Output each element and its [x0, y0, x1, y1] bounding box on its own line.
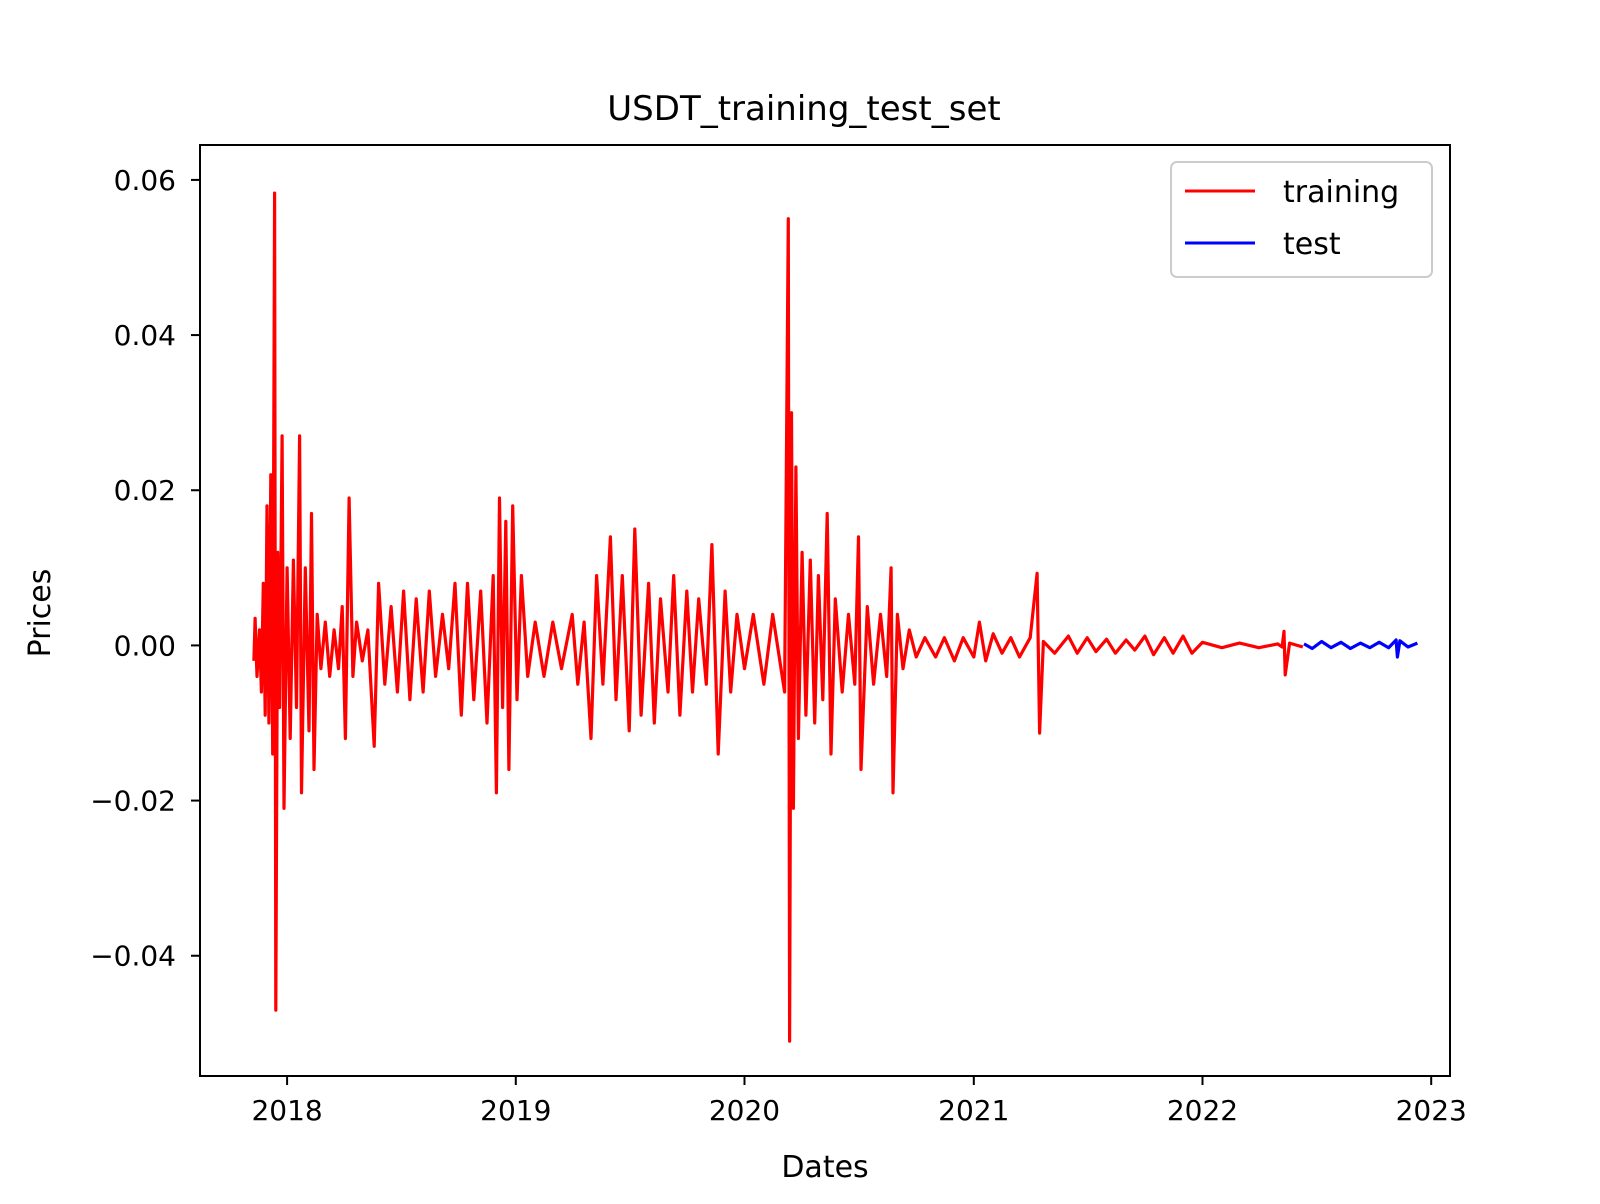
legend-label-test: test [1283, 227, 1341, 262]
chart-title: USDT_training_test_set [607, 89, 1000, 129]
axes: 2018 2019 2020 2021 2022 2023 0.06 0.04 0.02 0.00… [90, 164, 1467, 1127]
y-axis-label: Prices [23, 569, 58, 658]
x-axis-label: Dates [781, 1150, 868, 1185]
y-tick-label: 0.02 [114, 474, 176, 507]
x-tick-label: 2018 [251, 1094, 322, 1127]
series-line-test [1303, 638, 1419, 659]
series-line-training [252, 191, 1304, 1043]
x-tick-label: 2023 [1396, 1094, 1467, 1127]
plot-area [252, 191, 1419, 1043]
y-tick-label: 0.06 [114, 164, 176, 197]
y-tick-label: −0.04 [90, 940, 176, 973]
legend-label-training: training [1283, 175, 1399, 210]
y-tick-label: 0.00 [114, 629, 176, 662]
plot-frame [199, 144, 1451, 1077]
y-tick-label: 0.04 [114, 319, 176, 352]
x-tick-label: 2022 [1167, 1094, 1238, 1127]
x-tick-label: 2019 [480, 1094, 551, 1127]
legend: training test [1170, 161, 1433, 278]
y-tick-label: −0.02 [90, 785, 176, 818]
x-tick-label: 2021 [938, 1094, 1009, 1127]
x-tick-label: 2020 [709, 1094, 780, 1127]
